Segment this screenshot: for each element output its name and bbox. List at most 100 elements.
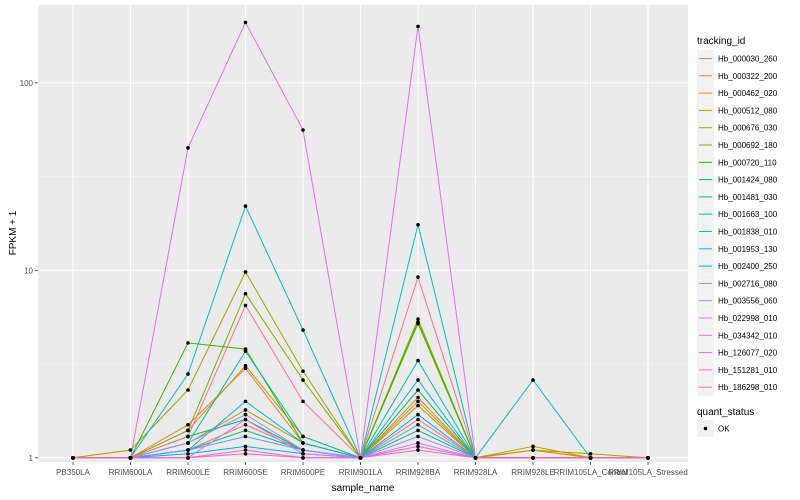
data-point: [243, 417, 248, 422]
data-point: [243, 428, 248, 433]
data-point: [243, 366, 248, 371]
data-point: [71, 456, 75, 460]
panel-background: [38, 5, 688, 462]
data-point: [243, 399, 248, 404]
data-point: [531, 448, 535, 452]
legend-label: Hb_001838_010: [718, 228, 778, 237]
data-point: [416, 448, 420, 452]
x-tick-label: RRIM928LE: [511, 468, 555, 477]
data-point: [243, 363, 248, 368]
data-point: [243, 434, 248, 439]
data-point: [416, 441, 420, 445]
legend-label: Hb_000720_110: [718, 158, 777, 167]
data-point: [186, 452, 190, 456]
y-axis: 1 10 100: [20, 79, 38, 463]
data-point: [416, 378, 420, 382]
data-point: [301, 452, 305, 456]
legend-label: Hb_002716_080: [718, 279, 778, 288]
data-point: [416, 388, 420, 392]
legend-label: Hb_001481_030: [718, 193, 778, 202]
data-point: [301, 448, 305, 452]
grid-minor: [38, 176, 688, 365]
data-point: [186, 456, 190, 460]
data-point: [243, 444, 248, 449]
data-point: [243, 452, 248, 456]
data-point: [186, 448, 190, 452]
x-tick-label: PB350LA: [56, 468, 90, 477]
legend-title-quant-status: quant_status: [697, 407, 754, 418]
data-point: [588, 456, 593, 460]
data-point: [416, 399, 420, 404]
legend-key-point: [703, 426, 708, 431]
data-point: [301, 399, 305, 404]
data-point: [416, 434, 420, 439]
x-tick-label: RRIM600LA: [109, 468, 153, 477]
legend-label: Hb_002400_250: [718, 262, 778, 271]
data-point: [301, 328, 305, 332]
data-point: [416, 417, 420, 422]
x-tick-label: RRIM928LA: [454, 468, 498, 477]
y-tick-label: 100: [20, 79, 34, 88]
data-point: [243, 423, 248, 427]
y-tick-label: 1: [29, 454, 34, 463]
x-axis-title: sample_name: [332, 483, 395, 494]
x-tick-label: RRIM600PE: [281, 468, 325, 477]
x-tick-label: RRIM105LA_Control: [554, 468, 628, 477]
legend-label: Hb_000692_180: [718, 141, 778, 150]
data-point: [531, 444, 535, 449]
data-point: [186, 341, 190, 345]
data-point: [416, 222, 420, 227]
legend-label: Hb_001953_130: [718, 245, 778, 254]
legend-label: Hb_000030_260: [718, 55, 778, 64]
data-point: [588, 452, 593, 456]
x-tick-label: RRIM928BA: [396, 468, 441, 477]
data-point: [243, 291, 248, 296]
legend: tracking_id Hb_000030_260 Hb_000322_200 Hb_…: [697, 36, 778, 437]
data-point: [301, 378, 305, 382]
data-point: [301, 369, 305, 373]
data-point: [243, 270, 248, 274]
data-point: [301, 456, 305, 460]
legend-label: Hb_000676_030: [718, 124, 778, 133]
data-point: [186, 423, 190, 427]
data-point: [243, 303, 248, 308]
y-tick-label: 10: [24, 266, 33, 275]
data-point: [416, 24, 420, 29]
legend-label: Hb_000322_200: [718, 72, 778, 81]
data-point: [243, 412, 248, 417]
data-point: [416, 423, 420, 427]
data-point: [186, 388, 190, 392]
data-point: [416, 403, 420, 408]
x-tick-label: RRIM600LE: [166, 468, 210, 477]
series-points: [71, 20, 650, 460]
legend-label: Hb_022998_010: [718, 314, 778, 323]
legend-label: OK: [718, 425, 730, 434]
x-tick-label: RRIM105LA_Stressed: [608, 468, 688, 477]
data-point: [243, 448, 248, 452]
data-point: [416, 358, 420, 363]
data-point: [416, 320, 420, 324]
data-point: [416, 412, 420, 417]
data-point: [646, 456, 650, 460]
data-point: [416, 275, 420, 279]
data-point: [473, 456, 478, 460]
legend-label: Hb_126077_020: [718, 349, 778, 358]
data-point: [186, 372, 190, 376]
x-tick-label: RRIM600SE: [223, 468, 267, 477]
data-point: [186, 434, 190, 439]
data-point: [186, 146, 190, 150]
data-point: [301, 441, 305, 445]
data-point: [243, 204, 248, 208]
data-point: [128, 456, 133, 460]
legend-label: Hb_034342_010: [718, 331, 778, 340]
legend-label: Hb_001424_080: [718, 176, 778, 185]
data-point: [186, 441, 190, 445]
data-point: [186, 428, 190, 433]
legend-label: Hb_001663_100: [718, 210, 778, 219]
legend-label: Hb_000512_080: [718, 106, 778, 115]
data-point: [243, 349, 248, 354]
data-point: [416, 395, 420, 400]
legend-label: Hb_000462_020: [718, 89, 778, 98]
data-point: [128, 448, 133, 452]
